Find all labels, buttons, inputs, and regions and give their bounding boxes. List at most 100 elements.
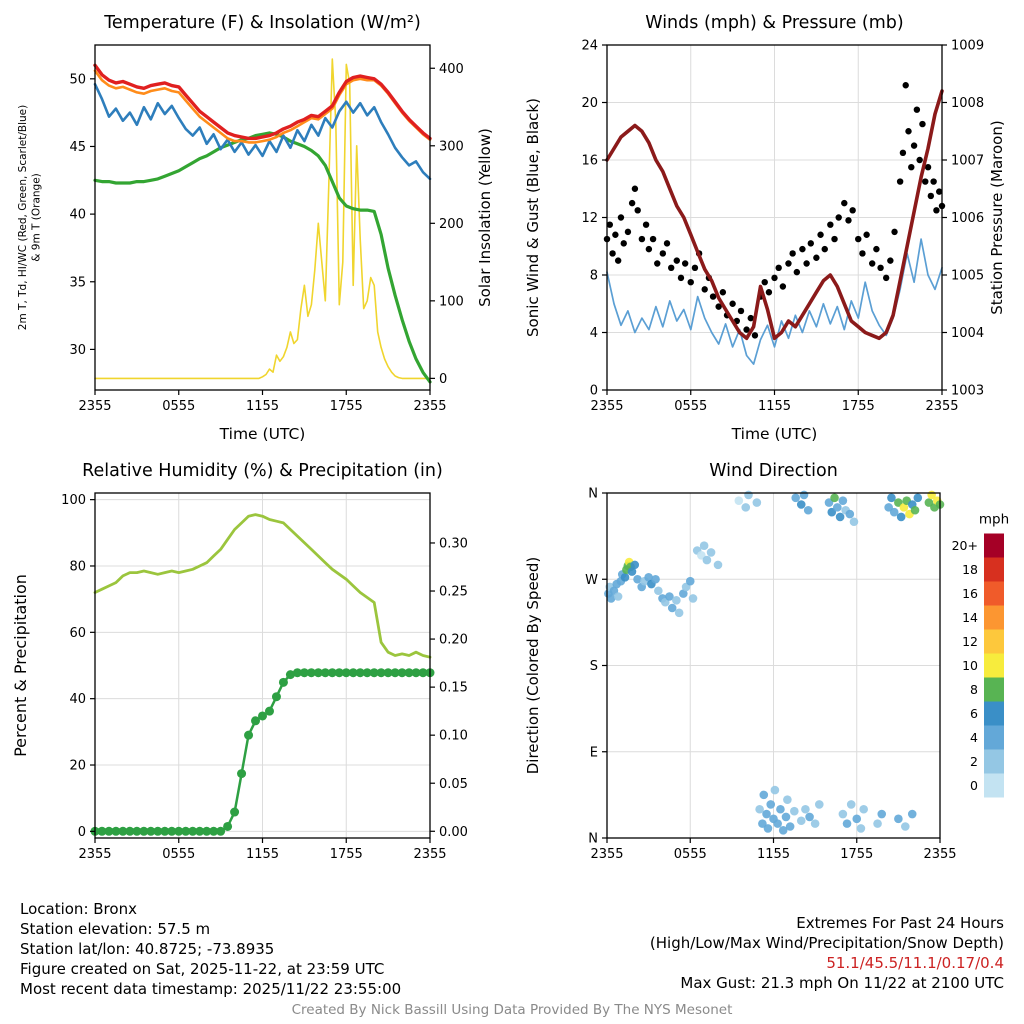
svg-text:0: 0 [78, 825, 86, 840]
svg-text:30: 30 [69, 343, 86, 358]
extremes-subtitle: (High/Low/Max Wind/Precipitation/Snow De… [649, 933, 1004, 952]
svg-text:1007: 1007 [951, 154, 984, 169]
svg-text:60: 60 [69, 626, 86, 641]
svg-text:4: 4 [590, 326, 598, 341]
credit-line: Created By Nick Bassill Using Data Provi… [291, 1001, 733, 1018]
svg-text:1155: 1155 [246, 847, 279, 862]
svg-text:40: 40 [69, 208, 86, 223]
svg-text:& 9m T (Orange): & 9m T (Orange) [31, 173, 43, 262]
footer: Location: Bronx Station elevation: 57.5 … [0, 896, 1024, 1000]
svg-text:12: 12 [581, 211, 598, 226]
svg-text:0.10: 0.10 [439, 729, 468, 744]
svg-text:W: W [585, 573, 598, 588]
svg-text:Temperature (F) & Insolation (: Temperature (F) & Insolation (W/m²) [103, 13, 421, 33]
svg-text:2m T, Td, HI/WC (Red, Green, S: 2m T, Td, HI/WC (Red, Green, Scarlet/Blu… [17, 105, 29, 330]
svg-text:2355: 2355 [413, 847, 446, 862]
svg-text:0555: 0555 [162, 399, 195, 414]
svg-text:2355: 2355 [923, 847, 956, 862]
svg-text:0.15: 0.15 [439, 681, 468, 696]
svg-text:14: 14 [962, 610, 978, 625]
temperature-insolation-chart-svg: 2355 0555 1155 1755 2355 30 35 40 45 50 0 100 200 300… [17, 13, 494, 443]
svg-text:1003: 1003 [951, 384, 984, 399]
station-info: Location: Bronx Station elevation: 57.5 … [20, 900, 401, 1000]
chart-humidity-precipitation: 2355 0555 1155 1755 2355 0 20 40 60 80 100 0.00 0.05… [0, 448, 512, 896]
svg-text:6: 6 [970, 706, 978, 721]
humidity-precip-chart-svg: 2355 0555 1155 1755 2355 0 20 40 60 80 100 0.00 0.05… [11, 461, 468, 862]
svg-text:12: 12 [962, 634, 978, 649]
max-gust: Max Gust: 21.3 mph On 11/22 at 2100 UTC [680, 973, 1004, 992]
chart-temperature-insolation: 2355 0555 1155 1755 2355 30 35 40 45 50 0 100 200 300… [0, 0, 512, 448]
svg-text:24: 24 [581, 39, 598, 54]
svg-text:2: 2 [970, 754, 978, 769]
svg-text:18: 18 [962, 562, 978, 577]
svg-text:Solar Insolation (Yellow): Solar Insolation (Yellow) [476, 128, 494, 307]
winds-pressure-chart-svg: 2355 0555 1155 1755 235504812162024100310041… [524, 13, 1006, 443]
svg-text:8: 8 [970, 682, 978, 697]
svg-text:1755: 1755 [842, 399, 875, 414]
svg-text:400: 400 [439, 62, 464, 77]
svg-text:1755: 1755 [840, 847, 873, 862]
svg-text:Wind Direction: Wind Direction [709, 461, 838, 481]
svg-text:300: 300 [439, 139, 464, 154]
svg-text:8: 8 [590, 269, 598, 284]
svg-text:1004: 1004 [951, 326, 984, 341]
svg-text:2355: 2355 [78, 847, 111, 862]
svg-text:1155: 1155 [757, 847, 790, 862]
most-recent-data-timestamp: Most recent data timestamp: 2025/11/22 2… [20, 979, 402, 998]
svg-text:Direction (Colored By Speed): Direction (Colored By Speed) [524, 557, 542, 775]
svg-text:2355: 2355 [925, 399, 958, 414]
extremes-info: Extremes For Past 24 Hours (High/Low/Max… [650, 900, 1004, 994]
svg-text:0: 0 [970, 778, 978, 793]
svg-text:20: 20 [69, 759, 86, 774]
svg-text:Station Pressure (Maroon): Station Pressure (Maroon) [988, 120, 1006, 314]
charts-grid: 2355 0555 1155 1755 2355 30 35 40 45 50 0 100 200 300… [0, 0, 1024, 896]
extremes-values: 51.1/45.5/11.1/0.17/0.4 [826, 953, 1004, 972]
chart-wind-direction: 2355 0555 1155 1755 2355 N W S E N Wind Direction D… [512, 448, 1024, 896]
svg-text:1005: 1005 [951, 269, 984, 284]
extremes-title: Extremes For Past 24 Hours [796, 914, 1004, 932]
station-latlon: Station lat/lon: 40.8725; -73.8935 [20, 939, 275, 958]
svg-text:E: E [590, 745, 598, 760]
svg-text:0.20: 0.20 [439, 633, 468, 648]
svg-text:1755: 1755 [330, 399, 363, 414]
svg-text:16: 16 [581, 154, 598, 169]
svg-text:1006: 1006 [951, 211, 984, 226]
svg-text:10: 10 [962, 658, 978, 673]
svg-text:Time (UTC): Time (UTC) [219, 425, 306, 443]
svg-text:40: 40 [69, 692, 86, 707]
svg-text:Relative Humidity (%) & Precip: Relative Humidity (%) & Precipitation (i… [82, 461, 443, 481]
svg-text:20+: 20+ [952, 538, 978, 553]
svg-text:35: 35 [69, 275, 86, 290]
svg-text:1155: 1155 [758, 399, 791, 414]
svg-text:0: 0 [439, 372, 447, 387]
svg-text:50: 50 [69, 72, 86, 87]
svg-text:Winds (mph) & Pressure (mb): Winds (mph) & Pressure (mb) [645, 13, 903, 33]
svg-text:0555: 0555 [162, 847, 195, 862]
station-location: Location: Bronx [20, 900, 137, 918]
svg-text:2355: 2355 [413, 399, 446, 414]
svg-text:N: N [588, 487, 598, 502]
svg-text:0: 0 [590, 384, 598, 399]
svg-text:0.05: 0.05 [439, 777, 468, 792]
chart-winds-pressure: 2355 0555 1155 1755 2355 0 4 8 12 16 20 24 1003 1004 1… [512, 0, 1024, 448]
station-elevation: Station elevation: 57.5 m [20, 919, 211, 938]
svg-text:45: 45 [69, 140, 86, 155]
svg-text:100: 100 [61, 493, 86, 508]
svg-text:0.00: 0.00 [439, 825, 468, 840]
svg-text:2355: 2355 [590, 847, 623, 862]
svg-text:S: S [590, 659, 598, 674]
svg-text:mph: mph [979, 512, 1009, 528]
svg-text:2355: 2355 [78, 399, 111, 414]
svg-text:0.30: 0.30 [439, 537, 468, 552]
svg-text:1155: 1155 [246, 399, 279, 414]
svg-text:16: 16 [962, 586, 978, 601]
svg-text:20: 20 [581, 96, 598, 111]
svg-text:1008: 1008 [951, 96, 984, 111]
svg-text:Percent & Precipitation: Percent & Precipitation [11, 574, 30, 757]
svg-text:100: 100 [439, 294, 464, 309]
svg-text:N: N [588, 832, 598, 847]
svg-text:Sonic Wind & Gust (Blue, Black: Sonic Wind & Gust (Blue, Black) [524, 98, 542, 337]
svg-text:1755: 1755 [330, 847, 363, 862]
